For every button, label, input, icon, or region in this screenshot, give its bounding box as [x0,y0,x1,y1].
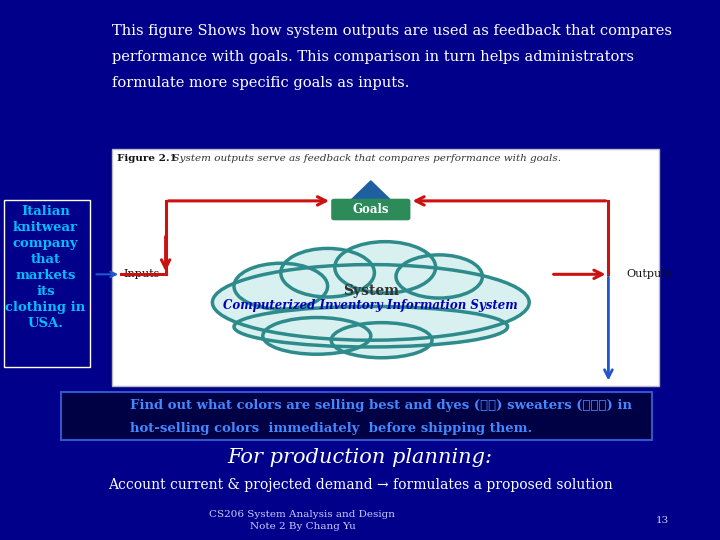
Ellipse shape [234,306,508,347]
Text: Italian
knitwear
company
that
markets
its
clothing in
USA.: Italian knitwear company that markets it… [5,205,86,330]
Text: Inputs: Inputs [124,269,161,279]
Ellipse shape [234,263,328,309]
Text: Find out what colors are selling best and dyes (染色) sweaters (衛生衣) in: Find out what colors are selling best an… [130,399,631,411]
Text: Figure 2.1: Figure 2.1 [117,154,176,163]
FancyBboxPatch shape [61,392,652,440]
FancyBboxPatch shape [112,148,659,386]
Text: For production planning:: For production planning: [228,448,492,467]
Ellipse shape [263,318,371,354]
Text: System outputs serve as feedback that compares performance with goals.: System outputs serve as feedback that co… [166,154,561,163]
Text: Goals: Goals [353,203,389,216]
Ellipse shape [331,322,432,357]
Text: This figure Shows how system outputs are used as feedback that compares: This figure Shows how system outputs are… [112,24,672,38]
Text: System: System [343,284,399,298]
Text: Note 2 By Chang Yu: Note 2 By Chang Yu [250,522,355,531]
Text: formulate more specific goals as inputs.: formulate more specific goals as inputs. [112,76,409,90]
Text: Computerized Inventory Information System: Computerized Inventory Information Syste… [223,299,518,312]
Text: Outputs: Outputs [626,269,672,279]
Text: hot-selling colors  immediately  before shipping them.: hot-selling colors immediately before sh… [130,422,532,435]
Polygon shape [333,181,408,217]
Ellipse shape [281,248,374,297]
Ellipse shape [212,265,529,340]
Text: CS206 System Analysis and Design: CS206 System Analysis and Design [210,510,395,518]
Text: Account current & projected demand → formulates a proposed solution: Account current & projected demand → for… [107,478,613,492]
FancyBboxPatch shape [331,199,410,220]
Ellipse shape [396,255,482,298]
Ellipse shape [335,242,436,293]
Text: performance with goals. This comparison in turn helps administrators: performance with goals. This comparison … [112,50,634,64]
Text: 13: 13 [656,516,669,525]
FancyBboxPatch shape [4,200,90,367]
